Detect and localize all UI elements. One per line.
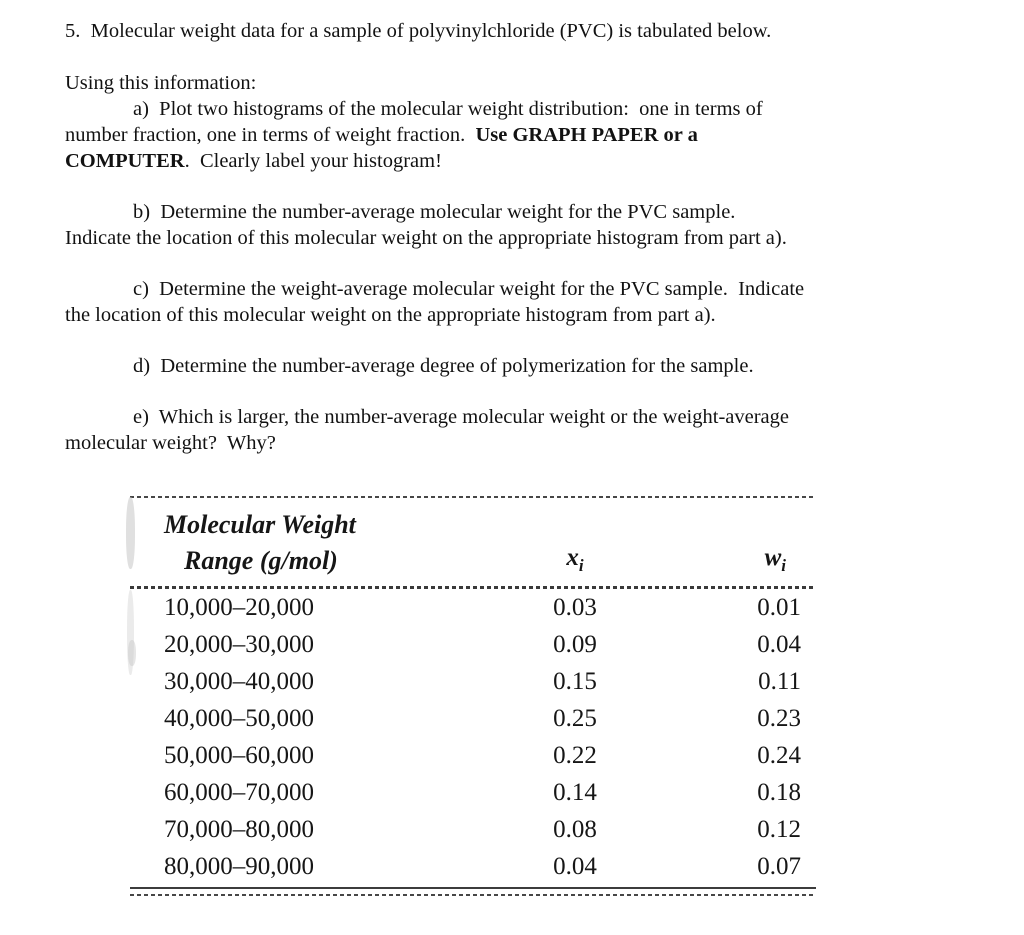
part-a-text: a) Plot two histograms of the molecular … (65, 96, 973, 174)
xi-cell: 0.22 (553, 741, 597, 769)
part-c-text: c) Determine the weight-average molecula… (65, 278, 805, 326)
mw-range-cell: 70,000–80,000 (164, 815, 314, 843)
table-top-rule (130, 496, 816, 498)
wi-cell: 0.18 (757, 778, 801, 806)
table-header-row: Molecular Weight Range (g/mol) xi wi (130, 498, 816, 586)
part-a-bold-emphasis: Use GRAPH PAPER or a COMPUTER (65, 124, 698, 172)
xi-cell: 0.03 (553, 593, 597, 621)
header-range-line1: Molecular Weight (164, 510, 356, 539)
table-row: 30,000–40,000 0.15 0.11 (130, 663, 816, 700)
part-b-text: b) Determine the number-average molecula… (65, 201, 787, 249)
header-xi-label: xi (490, 544, 660, 579)
table-header-rule (130, 586, 816, 589)
header-range-line2: Range (g/mol) (184, 546, 338, 575)
xi-symbol: x (566, 544, 579, 571)
xi-cell: 0.14 (553, 778, 597, 806)
part-e-text: e) Which is larger, the number-average m… (65, 406, 789, 454)
molecular-weight-table: Molecular Weight Range (g/mol) xi wi 10,… (130, 496, 816, 896)
xi-cell: 0.09 (553, 630, 597, 658)
table-row: 70,000–80,000 0.08 0.12 (130, 811, 816, 848)
table-row: 40,000–50,000 0.25 0.23 (130, 700, 816, 737)
xi-cell: 0.25 (553, 704, 597, 732)
mw-range-cell: 40,000–50,000 (164, 704, 314, 732)
wi-cell: 0.04 (757, 630, 801, 658)
table-row: 60,000–70,000 0.14 0.18 (130, 774, 816, 811)
mw-range-cell: 60,000–70,000 (164, 778, 314, 806)
wi-cell: 0.23 (757, 704, 801, 732)
table-bottom-rule (130, 894, 816, 896)
header-range-label: Molecular Weight Range (g/mol) (130, 507, 490, 579)
xi-cell: 0.04 (553, 852, 597, 880)
table-row: 50,000–60,000 0.22 0.24 (130, 737, 816, 774)
scan-artifact (127, 590, 134, 675)
part-d-text: d) Determine the number-average degree o… (133, 355, 754, 377)
table-row: 20,000–30,000 0.09 0.04 (130, 626, 816, 663)
xi-subscript: i (578, 556, 584, 575)
scan-artifact (126, 497, 135, 569)
table-row: 80,000–90,000 0.04 0.07 (130, 848, 816, 885)
table-end-solid-rule (130, 887, 816, 889)
xi-cell: 0.08 (553, 815, 597, 843)
wi-subscript: i (781, 556, 786, 575)
xi-cell: 0.15 (553, 667, 597, 695)
part-a-trailing-text: . Clearly label your histogram! (184, 150, 442, 172)
wi-cell: 0.07 (757, 852, 801, 880)
mw-range-cell: 50,000–60,000 (164, 741, 314, 769)
problem-text-block: 5. Molecular weight data for a sample of… (65, 18, 973, 456)
table-row: 10,000–20,000 0.03 0.01 (130, 589, 816, 626)
wi-symbol: w (764, 544, 782, 571)
mw-range-cell: 80,000–90,000 (164, 852, 314, 880)
mw-range-cell: 30,000–40,000 (164, 667, 314, 695)
mw-range-cell: 20,000–30,000 (164, 630, 314, 658)
wi-cell: 0.01 (757, 593, 801, 621)
problem-title: 5. Molecular weight data for a sample of… (65, 20, 772, 42)
wi-cell: 0.24 (757, 741, 801, 769)
wi-cell: 0.12 (757, 815, 801, 843)
wi-cell: 0.11 (758, 667, 801, 695)
intro-text: Using this information: (65, 72, 257, 94)
header-wi-label: wi (660, 544, 816, 579)
scan-artifact (128, 640, 136, 666)
part-a-normal-text: a) Plot two histograms of the molecular … (65, 98, 763, 146)
mw-range-cell: 10,000–20,000 (164, 593, 314, 621)
